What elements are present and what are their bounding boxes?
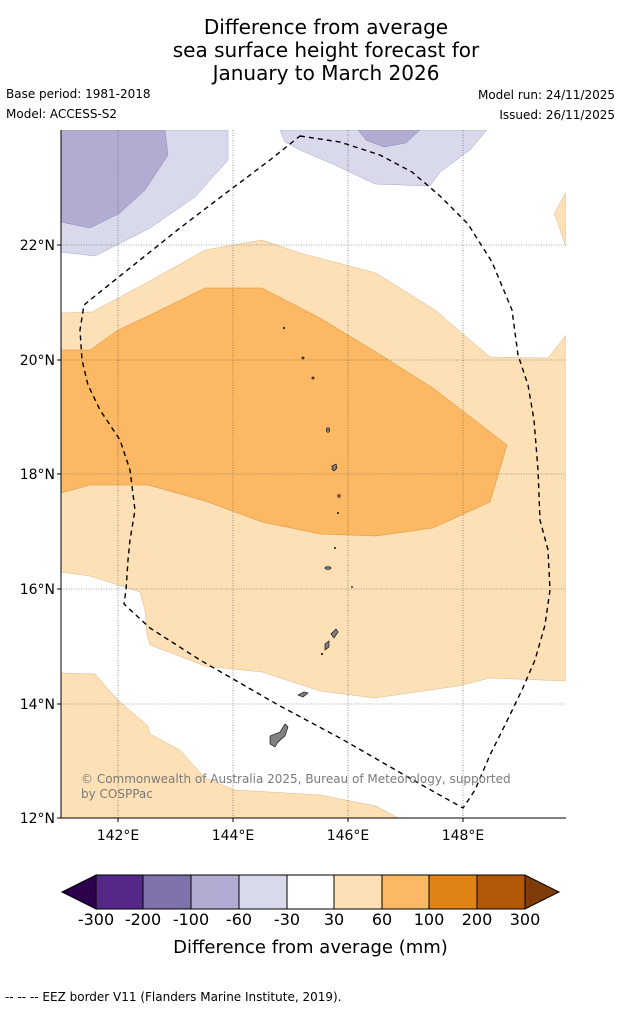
island-farallon-de-pajaros [282, 326, 286, 330]
colorbar-bin-2 [142, 874, 192, 910]
region-60-to-100-core [61, 287, 508, 537]
colorbar-bin-7 [381, 874, 430, 910]
colorbar-tick: 300 [509, 910, 541, 929]
islands [269, 326, 353, 748]
lat-label-16n: 16°N [20, 582, 55, 598]
island-saipan [330, 628, 339, 639]
island-tinian [324, 640, 330, 651]
colorbar-tick: 100 [413, 910, 445, 929]
model-name: Model: ACCESS-S2 [6, 107, 118, 121]
lat-label-12n: 12°N [20, 811, 55, 827]
colorbar [60, 874, 561, 910]
colorbar-tick: -30 [273, 910, 301, 929]
island-asuncion [311, 376, 315, 380]
island-farallon-de-medinilla [351, 586, 353, 588]
colorbar-bin-4 [238, 874, 288, 910]
colorbar-bin-3 [190, 874, 240, 910]
colorbar-tick: -100 [172, 910, 210, 929]
title-line-2: sea surface height forecast for [172, 38, 480, 62]
colorbar-bin-8 [428, 874, 478, 910]
credit-text: © Commonwealth of Australia 2025, Bureau… [81, 772, 511, 801]
region-30-to-60-northeast [553, 191, 566, 248]
issued-date: Issued: 26/11/2025 [499, 108, 615, 122]
island-agrihan [325, 427, 331, 433]
colorbar-bin-9 [476, 874, 526, 910]
title-line-3: January to March 2026 [212, 61, 440, 85]
lat-label-20n: 20°N [20, 353, 55, 369]
colorbar-tick: 30 [323, 910, 345, 929]
colorbar-tick: -200 [124, 910, 162, 929]
lat-label-18n: 18°N [20, 467, 55, 483]
region-minus-60-to-100-north [357, 130, 421, 148]
colorbar-bin-5 [286, 874, 335, 910]
island-maug [301, 356, 305, 360]
axis-ticks [57, 244, 464, 822]
island-guguan [336, 511, 339, 514]
lon-label-144e: 144°E [212, 828, 255, 844]
region-minus-60-to-100-west [61, 130, 169, 229]
island-pagan [331, 463, 338, 472]
colorbar-tick: -60 [225, 910, 253, 929]
model-run: Model run: 24/11/2025 [477, 88, 615, 102]
lon-label-148e: 148°E [442, 828, 485, 844]
colorbar-bin-1 [95, 874, 144, 910]
base-period: Base period: 1981-2018 [6, 87, 151, 101]
lat-label-14n: 14°N [20, 697, 55, 713]
colorbar-label: Difference from average (mm) [173, 937, 448, 958]
eez-footnote: -- -- -- EEZ border V11 (Flanders Marine… [5, 990, 342, 1004]
lon-label-142e: 142°E [97, 828, 140, 844]
island-sarigan [333, 546, 336, 549]
colorbar-tick: 200 [461, 910, 493, 929]
colorbar-bin-6 [333, 874, 383, 910]
colorbar-tick: 60 [371, 910, 393, 929]
colorbar-tick: -300 [77, 910, 115, 929]
region-minus-30-to-60-north [279, 130, 488, 187]
island-rota [297, 691, 309, 698]
lon-label-146e: 146°E [327, 828, 370, 844]
chart-title: Difference from average sea surface heig… [0, 16, 621, 85]
eez-border [79, 135, 551, 809]
island-guam [269, 723, 289, 748]
lat-label-22n: 22°N [20, 238, 55, 254]
island-alamagan [337, 494, 341, 498]
map-panel [61, 130, 566, 818]
island-anatahan [324, 566, 332, 570]
title-line-1: Difference from average [203, 15, 449, 39]
colorbar-above-max [524, 874, 561, 910]
island-aguijan [320, 652, 324, 656]
colorbar-below-min [60, 874, 97, 910]
